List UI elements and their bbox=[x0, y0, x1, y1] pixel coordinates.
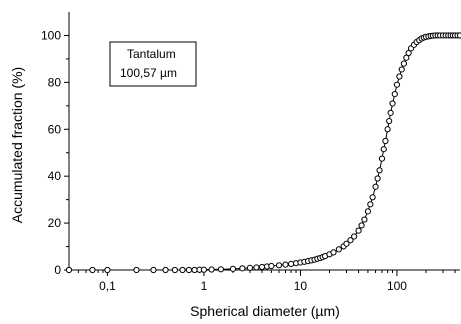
data-point bbox=[456, 32, 461, 39]
data-point bbox=[185, 266, 193, 274]
data-point bbox=[364, 208, 371, 215]
data-point bbox=[378, 155, 386, 162]
legend-line-2: 100,57 µm bbox=[120, 66, 177, 80]
data-point bbox=[387, 109, 394, 116]
data-point bbox=[89, 266, 96, 274]
data-point bbox=[171, 266, 178, 274]
data-point bbox=[253, 264, 260, 271]
y-tick-label: 0 bbox=[54, 263, 61, 277]
x-tick-label: 1 bbox=[201, 279, 208, 293]
data-point bbox=[393, 81, 401, 88]
data-point bbox=[335, 246, 342, 253]
series bbox=[65, 32, 461, 274]
x-tick-label: 100 bbox=[387, 279, 407, 293]
x-axis-label: Spherical diameter (µm) bbox=[190, 303, 340, 319]
data-point bbox=[239, 265, 246, 272]
data-point bbox=[374, 175, 381, 182]
data-point bbox=[398, 66, 405, 73]
data-point bbox=[380, 146, 387, 153]
data-point bbox=[372, 183, 379, 190]
data-point bbox=[376, 167, 383, 174]
data-point bbox=[282, 261, 289, 268]
data-point bbox=[367, 201, 374, 208]
data-point bbox=[179, 266, 186, 274]
data-point bbox=[361, 216, 368, 223]
data-point bbox=[208, 266, 215, 273]
data-point bbox=[369, 194, 376, 201]
data-point bbox=[229, 265, 237, 272]
y-axis-label: Accumulated fraction (%) bbox=[9, 67, 25, 223]
data-point bbox=[382, 137, 389, 145]
data-point bbox=[275, 262, 283, 269]
data-point bbox=[355, 227, 362, 234]
data-point bbox=[246, 264, 254, 271]
axes: 0 20 40 60 80 100 0,1 1 10 100 bbox=[41, 12, 460, 293]
data-point bbox=[400, 60, 407, 67]
x-tick-label: 10 bbox=[294, 279, 308, 293]
data-point bbox=[384, 126, 391, 133]
legend: Tantalum 100,57 µm bbox=[109, 41, 197, 87]
x-tick-label: 0,1 bbox=[99, 279, 116, 293]
data-point bbox=[258, 263, 266, 271]
data-point bbox=[351, 233, 358, 240]
data-point bbox=[396, 73, 403, 80]
legend-line-1: Tantalum bbox=[127, 47, 176, 61]
y-tick-label: 60 bbox=[48, 122, 62, 136]
data-point bbox=[200, 266, 208, 273]
data-point bbox=[391, 90, 398, 98]
data-point bbox=[405, 49, 412, 57]
data-point bbox=[386, 117, 393, 125]
data-point bbox=[191, 266, 198, 274]
data-point bbox=[268, 262, 275, 270]
data-point bbox=[347, 237, 354, 244]
data-point bbox=[133, 266, 140, 274]
y-tick-label: 20 bbox=[48, 216, 62, 230]
y-tick-label: 100 bbox=[41, 28, 61, 42]
legend-box bbox=[109, 41, 197, 87]
data-point bbox=[104, 266, 111, 274]
data-point bbox=[287, 260, 295, 267]
data-point bbox=[389, 100, 396, 107]
data-point bbox=[358, 222, 365, 229]
data-point bbox=[150, 266, 157, 274]
data-point bbox=[217, 266, 225, 273]
data-point bbox=[162, 266, 169, 274]
data-point bbox=[65, 266, 73, 274]
data-point bbox=[330, 249, 337, 256]
y-tick-label: 80 bbox=[48, 75, 62, 89]
data-point bbox=[343, 240, 350, 247]
y-tick-label: 40 bbox=[48, 169, 62, 183]
